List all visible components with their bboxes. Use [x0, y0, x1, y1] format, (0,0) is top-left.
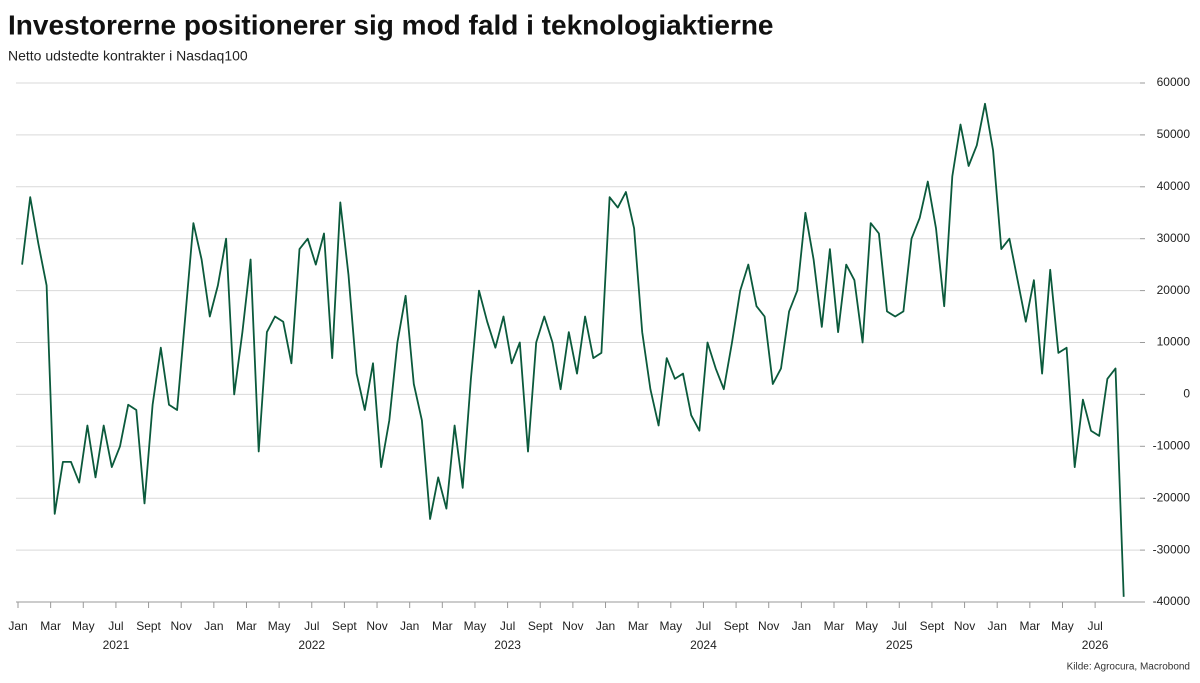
x-tick-label: Mar: [236, 619, 257, 633]
x-tick-label: Jan: [988, 619, 1007, 633]
year-label: 2023: [494, 638, 521, 652]
y-tick-label: -20000: [1153, 490, 1191, 504]
y-tick-label: 10000: [1157, 335, 1191, 349]
x-tick-label: May: [1051, 619, 1074, 633]
x-tick-label: Jul: [1087, 619, 1102, 633]
y-tick-label: -10000: [1153, 438, 1191, 452]
x-tick-label: Nov: [562, 619, 583, 633]
x-tick-label: Mar: [628, 619, 649, 633]
year-label: 2025: [886, 638, 913, 652]
x-tick-label: Nov: [366, 619, 387, 633]
x-tick-label: Jul: [304, 619, 319, 633]
x-tick-label: Jul: [500, 619, 515, 633]
x-tick-label: Sept: [724, 619, 749, 633]
x-tick-label: Sept: [528, 619, 553, 633]
year-label: 2022: [298, 638, 325, 652]
y-tick-label: 20000: [1157, 283, 1191, 297]
x-tick-label: May: [659, 619, 682, 633]
x-tick-label: Jan: [400, 619, 419, 633]
x-tick-label: Jan: [8, 619, 27, 633]
x-tick-label: Mar: [1020, 619, 1041, 633]
year-label: 2026: [1082, 638, 1109, 652]
x-tick-label: Jul: [108, 619, 123, 633]
chart-title: Investorerne positionerer sig mod fald i…: [8, 9, 774, 40]
chart-subtitle: Netto udstedte kontrakter i Nasdaq100: [8, 48, 248, 64]
x-tick-label: Mar: [40, 619, 61, 633]
x-tick-label: Sept: [332, 619, 357, 633]
x-tick-label: Nov: [758, 619, 779, 633]
y-tick-label: 50000: [1157, 127, 1191, 141]
x-tick-label: Mar: [432, 619, 453, 633]
x-tick-label: Mar: [824, 619, 845, 633]
x-tick-label: Sept: [920, 619, 945, 633]
source: Kilde: Agrocura, Macrobond: [1067, 662, 1190, 673]
x-tick-label: Jul: [892, 619, 907, 633]
y-tick-label: -30000: [1153, 542, 1191, 556]
year-label: 2021: [103, 638, 130, 652]
x-tick-label: Jan: [792, 619, 811, 633]
y-tick-label: 40000: [1157, 179, 1191, 193]
x-tick-label: Jul: [696, 619, 711, 633]
x-tick-label: May: [268, 619, 291, 633]
x-tick-label: May: [72, 619, 95, 633]
x-tick-label: Nov: [171, 619, 192, 633]
y-tick-label: 30000: [1157, 231, 1191, 245]
x-tick-label: Sept: [136, 619, 161, 633]
year-label: 2024: [690, 638, 717, 652]
x-tick-label: May: [855, 619, 878, 633]
x-tick-label: Nov: [954, 619, 975, 633]
y-tick-label: 0: [1183, 387, 1190, 401]
x-tick-label: Jan: [204, 619, 223, 633]
x-tick-label: May: [464, 619, 487, 633]
x-tick-label: Jan: [596, 619, 615, 633]
line-series: [21, 102, 1125, 597]
y-tick-label: -40000: [1153, 594, 1191, 608]
y-tick-label: 60000: [1157, 75, 1191, 89]
